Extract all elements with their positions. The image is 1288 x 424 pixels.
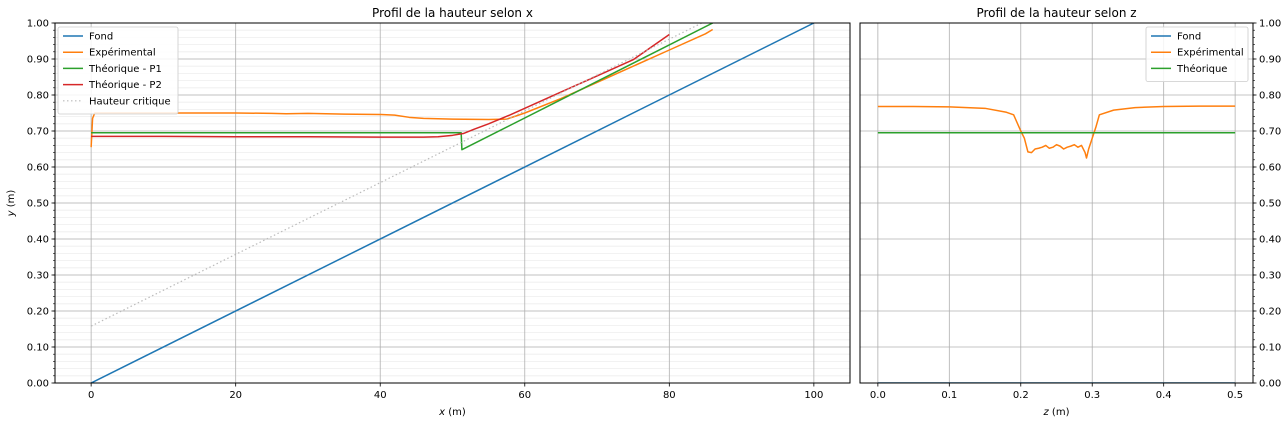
legend-entry: Fond	[1177, 32, 1201, 43]
legend-entry: Théorique	[1176, 63, 1227, 75]
x-tick-label: 60	[518, 390, 531, 401]
x-tick-label: 0.1	[941, 390, 957, 401]
y-tick-label: 0.60	[1259, 163, 1281, 174]
y-tick-label: 0.10	[1259, 343, 1281, 354]
legend-entry: Théorique - P1	[88, 63, 162, 75]
y-tick-label: 0.30	[27, 271, 49, 282]
y-tick-label: 0.70	[1259, 127, 1281, 138]
y-tick-label: 1.00	[1259, 19, 1281, 30]
y-axis-label: y (m)	[6, 190, 17, 218]
grid	[55, 22, 850, 384]
series-line-experimental	[877, 105, 1236, 159]
x-tick-label: 80	[663, 390, 676, 401]
y-tick-label: 0.00	[1259, 379, 1281, 390]
y-axis: 0.00 0.10 0.20 0.30 0.40 0.50 0.60 0.70 0.80 0.90…	[27, 19, 55, 390]
x-tick-label: 0.2	[1013, 390, 1029, 401]
legend-box	[1145, 26, 1249, 82]
x-tick-label: 100	[804, 390, 823, 401]
y-axis: 0.00 0.10 0.20 0.30 0.40 0.50 0.60 0.70 0.80 0.90…	[1253, 19, 1281, 390]
y-tick-label: 1.00	[27, 19, 49, 30]
y-tick-label: 0.80	[27, 91, 49, 102]
legend-entry: Théorique - P2	[88, 79, 162, 91]
y-tick-label: 0.90	[27, 55, 49, 66]
series-line-experimental	[90, 28, 714, 148]
y-tick-label: 0.90	[1259, 55, 1281, 66]
y-tick-label: 0.50	[1259, 199, 1281, 210]
x-tick-label: 0.5	[1227, 390, 1243, 401]
y-tick-label: 0.20	[27, 307, 49, 318]
x-axis: 0.0 0.1 0.2 0.3 0.4 0.5	[870, 383, 1243, 401]
y-tick-label: 0.30	[1259, 271, 1281, 282]
x-tick-label: 0.3	[1084, 390, 1100, 401]
y-tick-label: 0.60	[27, 163, 49, 174]
x-tick-label: 0.4	[1156, 390, 1172, 401]
series-group	[877, 105, 1236, 383]
legend-box	[57, 26, 179, 115]
series-line-hauteur-critique	[90, 23, 703, 327]
legend-entry: Fond	[89, 32, 113, 43]
x-tick-label: 0	[88, 390, 94, 401]
x-tick-label: 40	[374, 390, 387, 401]
x-tick-label: 20	[229, 390, 242, 401]
legend: Fond Expérimental Théorique - P1 Théorique …	[57, 26, 179, 115]
legend-entry: Expérimental	[89, 47, 156, 59]
series-line-theorique-p1	[91, 23, 714, 151]
y-tick-label: 0.20	[1259, 307, 1281, 318]
chart-title: Profil de la hauteur selon x	[372, 6, 533, 20]
y-tick-label: 0.40	[1259, 235, 1281, 246]
y-tick-label: 0.00	[27, 379, 49, 390]
x-axis-label: x (m)	[438, 407, 466, 418]
x-axis-label: z (m)	[1043, 407, 1070, 418]
series-line-fond	[90, 23, 815, 383]
x-tick-label: 0.0	[870, 390, 886, 401]
chart-profil-x: Profil de la hauteur selon x x (m) y (m)…	[6, 6, 851, 418]
chart-profil-z: Profil de la hauteur selon z z (m) 0.000…	[859, 6, 1281, 418]
legend-entry: Hauteur critique	[89, 96, 171, 107]
chart-title: Profil de la hauteur selon z	[976, 6, 1136, 20]
y-tick-label: 0.70	[27, 127, 49, 138]
series-line-theorique-p2	[91, 33, 670, 138]
y-tick-label: 0.50	[27, 199, 49, 210]
y-tick-label: 0.10	[27, 343, 49, 354]
legend-entry: Expérimental	[1177, 47, 1244, 59]
y-tick-label: 0.80	[1259, 91, 1281, 102]
y-tick-label: 0.40	[27, 235, 49, 246]
legend: Fond Expérimental Théorique	[1145, 26, 1249, 82]
x-axis: 0 20 40 60 80 100	[88, 383, 823, 401]
